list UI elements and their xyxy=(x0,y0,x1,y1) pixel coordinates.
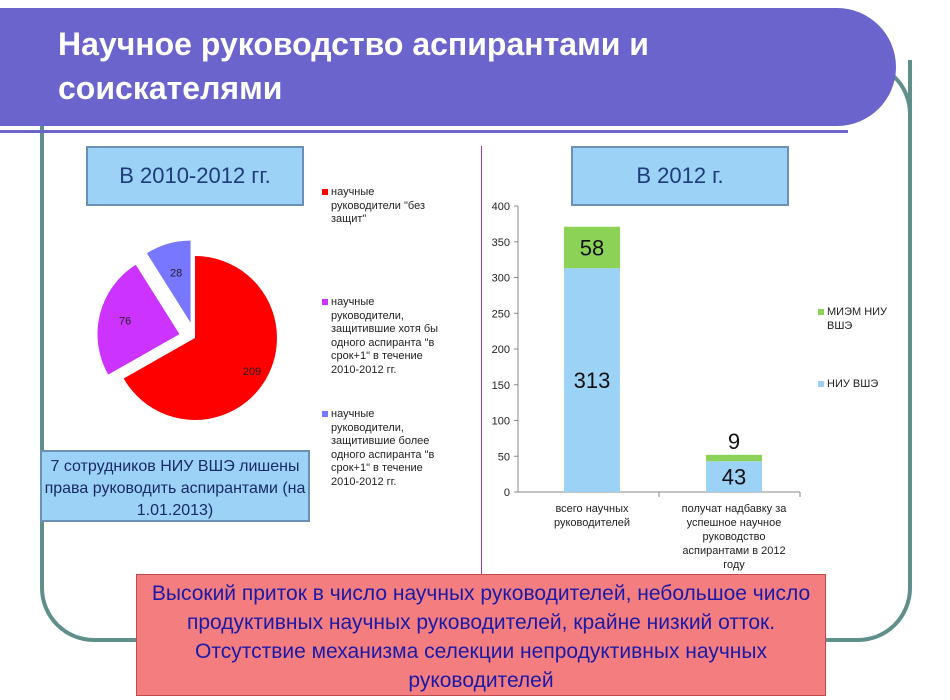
pie-slice-label-2: 28 xyxy=(170,268,182,280)
x-category-label-1: получат надбавку за успешное научное руков… xyxy=(682,503,788,571)
pie-chart: 209 76 28 xyxy=(97,240,277,420)
bar-value-label-0-0: 313 xyxy=(574,368,611,393)
y-tick-label: 400 xyxy=(492,201,510,213)
right-period-header: В 2012 г. xyxy=(571,146,789,206)
legend-swatch xyxy=(818,309,824,315)
note-box: 7 сотрудников НИУ ВШЭ лишены права руков… xyxy=(40,450,310,522)
bar-segment-0-0 xyxy=(564,268,620,492)
legend-swatch xyxy=(818,381,824,387)
y-tick-label: 50 xyxy=(498,451,510,463)
y-tick-label: 250 xyxy=(492,308,510,320)
legend-swatch xyxy=(322,299,328,305)
legend-swatch xyxy=(322,189,328,195)
bar-legend-label-1: НИУ ВШЭ xyxy=(827,378,879,390)
bar-legend-item-0: МИЭМ НИУ ВШЭ xyxy=(818,306,917,333)
bar-value-label-1-1: 9 xyxy=(728,429,740,454)
pie-legend-label-1: научные руководители, защитившие хотя бы од… xyxy=(331,296,439,376)
pie-legend-label-2: научные руководители, защитившие более одно… xyxy=(331,408,435,488)
stacked-bar-chart: 0 50 100 150 200 250 300 350 400 313 58 всего научн… xyxy=(492,201,801,571)
section-divider xyxy=(481,146,482,578)
y-tick-label: 0 xyxy=(504,487,510,499)
legend-swatch xyxy=(322,411,328,417)
x-category-label-0: всего научных руководителей xyxy=(554,503,630,529)
pie-legend-item-1: научные руководители, защитившие хотя бы од… xyxy=(322,296,481,377)
bar-legend-item-1: НИУ ВШЭ xyxy=(818,378,917,392)
pie-slice-label-1: 76 xyxy=(119,315,131,327)
y-tick-label: 150 xyxy=(492,380,510,392)
y-tick-label: 200 xyxy=(492,344,510,356)
y-tick-label: 100 xyxy=(492,416,510,428)
title-bar xyxy=(0,8,896,126)
y-tick-label: 300 xyxy=(492,273,510,285)
pie-slice-0 xyxy=(123,256,277,420)
slide-title: Научное руководство аспирантами и соиска… xyxy=(58,26,649,106)
pie-slice-label-0: 209 xyxy=(243,366,261,378)
title-underline xyxy=(0,130,848,133)
bar-legend-label-0: МИЭМ НИУ ВШЭ xyxy=(827,306,888,332)
bar-value-label-1-0: 43 xyxy=(722,465,746,490)
left-period-header: В 2010-2012 гг. xyxy=(86,146,304,206)
pie-slice-1 xyxy=(97,264,180,375)
bar-value-label-0-1: 58 xyxy=(580,235,604,260)
bar-segment-1-0 xyxy=(706,461,762,492)
pie-legend-item-0: научные руководители "без защит" xyxy=(322,186,481,227)
pie-legend-label-0: научные руководители "без защит" xyxy=(331,186,425,225)
bar-segment-0-1 xyxy=(564,226,620,269)
y-tick-label: 350 xyxy=(492,237,510,249)
pie-legend-item-2: научные руководители, защитившие более одно… xyxy=(322,408,481,489)
bar-segment-1-1 xyxy=(706,454,762,462)
conclusion-box: Высокий приток в число научных руководит… xyxy=(136,574,826,696)
pie-slice-2 xyxy=(146,240,191,323)
